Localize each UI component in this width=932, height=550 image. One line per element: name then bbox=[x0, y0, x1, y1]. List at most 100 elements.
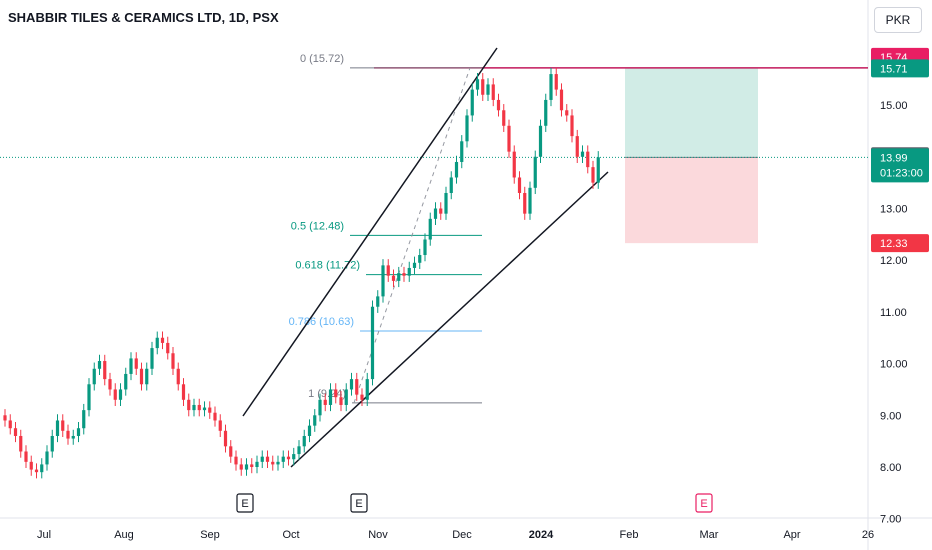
candle-body bbox=[323, 399, 327, 405]
channel-upper-line bbox=[242, 47, 498, 417]
candle-body bbox=[281, 456, 285, 462]
fib-level-label: 0.786 (10.63) bbox=[289, 316, 354, 328]
price-tag bbox=[871, 234, 929, 253]
candle-body bbox=[260, 456, 264, 462]
candle-body bbox=[544, 99, 548, 126]
candle-body bbox=[255, 461, 259, 467]
candle-body bbox=[66, 430, 70, 439]
candle-body bbox=[3, 415, 7, 421]
candle-body bbox=[302, 435, 306, 447]
earnings-marker-label: E bbox=[700, 498, 707, 510]
candle-body bbox=[108, 379, 112, 390]
candle-body bbox=[465, 115, 469, 142]
earnings-marker-label: E bbox=[241, 498, 248, 510]
candle-body bbox=[454, 161, 459, 178]
candle-body bbox=[418, 255, 422, 263]
candle-body bbox=[13, 428, 18, 436]
candle-body bbox=[118, 389, 123, 400]
candle-body bbox=[507, 125, 511, 152]
candle-body bbox=[360, 394, 364, 400]
price-tag-label: 15.71 bbox=[880, 63, 908, 75]
candle-body bbox=[559, 89, 564, 111]
candle-body bbox=[523, 192, 527, 214]
candle-body bbox=[250, 464, 254, 467]
candle-body bbox=[45, 451, 49, 465]
chart-title: SHABBIR TILES & CERAMICS LTD, 1D, PSX bbox=[8, 10, 279, 25]
candle-body bbox=[276, 461, 280, 465]
y-tick-label: 12.00 bbox=[880, 255, 908, 267]
price-tag-countdown: 01:23:00 bbox=[880, 167, 923, 179]
candle-body bbox=[76, 428, 81, 436]
candle-body bbox=[565, 110, 569, 116]
candle-body bbox=[202, 407, 207, 411]
candle-body bbox=[481, 79, 485, 95]
candle-body bbox=[271, 461, 275, 465]
candle-body bbox=[208, 407, 212, 413]
candle-body bbox=[34, 469, 39, 473]
candle-body bbox=[139, 368, 144, 385]
x-tick-label: Feb bbox=[620, 529, 639, 541]
candle-body bbox=[370, 306, 375, 380]
candle-body bbox=[433, 208, 438, 219]
price-tag bbox=[871, 59, 929, 78]
candle-body bbox=[166, 342, 170, 354]
candle-body bbox=[386, 265, 390, 276]
fib-level-label: 0.5 (12.48) bbox=[291, 220, 344, 232]
x-tick-label: Dec bbox=[452, 529, 472, 541]
candle-body bbox=[328, 389, 333, 405]
candle-body bbox=[475, 79, 480, 90]
candle-body bbox=[528, 187, 532, 214]
candle-body bbox=[591, 167, 595, 183]
candle-body bbox=[40, 464, 44, 473]
candle-body bbox=[570, 115, 574, 137]
x-tick-label: Mar bbox=[700, 529, 719, 541]
candle-body bbox=[129, 358, 133, 374]
candle-body bbox=[355, 379, 359, 395]
candle-body bbox=[19, 435, 23, 452]
candle-body bbox=[449, 177, 453, 193]
stop-zone bbox=[625, 157, 758, 244]
candle-body bbox=[103, 361, 107, 380]
candle-body bbox=[87, 384, 91, 411]
currency-selector[interactable]: PKR bbox=[874, 7, 922, 33]
candle-body bbox=[407, 267, 411, 276]
candle-body bbox=[187, 399, 191, 411]
candle-body bbox=[213, 412, 217, 421]
candle-body bbox=[339, 397, 343, 405]
candle-body bbox=[596, 157, 600, 183]
channel-lower-line bbox=[290, 171, 609, 468]
candle-body bbox=[580, 151, 585, 157]
candle-body bbox=[97, 361, 102, 369]
candle-body bbox=[234, 456, 238, 465]
candle-body bbox=[502, 110, 506, 126]
candle-body bbox=[412, 262, 417, 268]
y-tick-label: 15.00 bbox=[880, 100, 908, 112]
candle-body bbox=[402, 273, 406, 276]
candle-body bbox=[423, 239, 427, 256]
candle-body bbox=[50, 435, 54, 452]
candle-body bbox=[181, 384, 186, 400]
candle-body bbox=[29, 461, 33, 470]
candle-body bbox=[496, 99, 501, 111]
candle-body bbox=[150, 348, 154, 369]
price-tag-label: 12.33 bbox=[880, 238, 908, 250]
y-tick-label: 7.00 bbox=[880, 514, 901, 526]
y-tick-label: 13.00 bbox=[880, 204, 908, 216]
candle-body bbox=[145, 368, 149, 385]
earnings-marker bbox=[236, 493, 254, 513]
candle-body bbox=[397, 273, 401, 281]
candle-body bbox=[223, 430, 228, 447]
candle-body bbox=[491, 84, 495, 100]
x-tick-label: Nov bbox=[368, 529, 388, 541]
candle-body bbox=[344, 389, 348, 405]
candle-body bbox=[239, 464, 243, 470]
candle-body bbox=[82, 410, 86, 429]
candle-body bbox=[313, 415, 317, 426]
candle-body bbox=[297, 446, 301, 455]
candle-body bbox=[428, 218, 432, 240]
candle-body bbox=[218, 420, 222, 431]
y-tick-label: 9.00 bbox=[880, 410, 901, 422]
candle-body bbox=[334, 389, 338, 398]
candle-body bbox=[365, 379, 369, 400]
